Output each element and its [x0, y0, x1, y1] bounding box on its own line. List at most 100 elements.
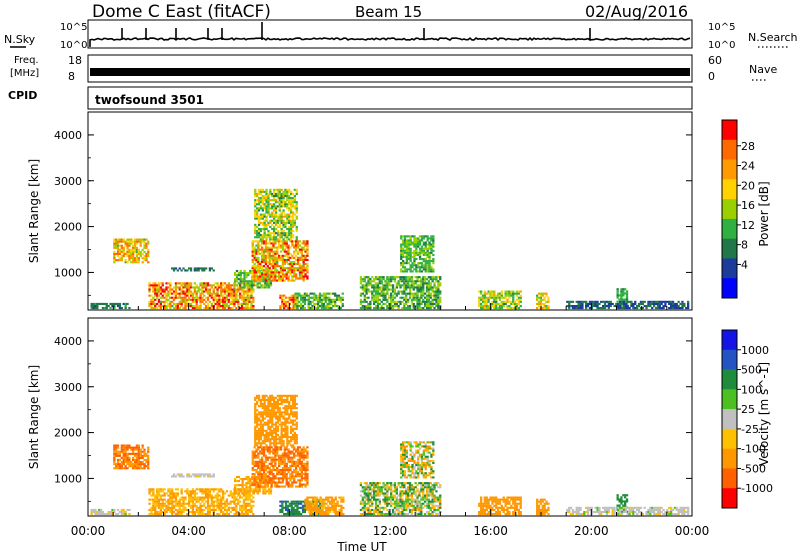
power-cell [292, 302, 295, 305]
velocity-cell [154, 504, 157, 507]
velocity-cell [223, 506, 227, 509]
velocity-cell [284, 425, 287, 428]
power-cell [257, 277, 260, 280]
velocity-cell [145, 452, 148, 455]
power-cell [418, 307, 421, 310]
power-cell [212, 298, 215, 301]
velocity-cell [274, 423, 278, 426]
velocity-cell [264, 464, 268, 467]
velocity-cell [171, 498, 174, 501]
velocity-cell [180, 475, 183, 478]
power-cell [290, 207, 293, 210]
power-cell [178, 300, 181, 303]
velocity-cell [147, 456, 150, 459]
power-cell [264, 263, 268, 266]
power-cell [261, 217, 264, 220]
power-cell [617, 305, 620, 308]
velocity-cell [293, 462, 296, 465]
velocity-cell [186, 490, 189, 493]
velocity-cell [263, 396, 266, 399]
power-cell [407, 239, 410, 242]
velocity-cell [261, 469, 264, 472]
power-cell [274, 263, 277, 266]
power-cell [278, 234, 281, 237]
velocity-cell [263, 407, 266, 410]
velocity-cell [295, 462, 298, 465]
power-cell [573, 307, 576, 310]
power-cell [339, 300, 342, 303]
power-cell [222, 296, 225, 299]
power-cell [268, 240, 271, 243]
power-cell [378, 282, 381, 285]
power-cell [256, 211, 259, 214]
velocity-cell [270, 481, 273, 484]
velocity-cell [176, 500, 179, 503]
power-cell [359, 307, 363, 310]
power-cell [439, 298, 442, 301]
power-cell [624, 305, 627, 308]
velocity-cell [90, 513, 93, 516]
power-cell [407, 262, 410, 265]
power-cell [403, 243, 407, 246]
power-cell [267, 286, 271, 289]
power-cell [171, 267, 174, 270]
power-cell [296, 261, 300, 264]
power-cell [147, 261, 150, 264]
velocity-cell [270, 483, 273, 486]
velocity-cell [255, 477, 258, 480]
power-cell [334, 305, 337, 308]
power-cell [407, 284, 410, 287]
velocity-cell [249, 482, 252, 485]
power-cell [378, 276, 381, 279]
velocity-cell [227, 502, 230, 505]
power-cell [163, 302, 166, 305]
velocity-cell [223, 508, 227, 511]
power-cell [295, 238, 298, 241]
power-cell [286, 219, 289, 222]
power-cell [261, 252, 264, 255]
velocity-cell [262, 479, 266, 482]
power-cell [286, 234, 289, 237]
velocity-cell [199, 508, 202, 511]
power-cell [415, 264, 418, 267]
velocity-cell [220, 506, 223, 509]
power-cell [176, 296, 179, 299]
power-cell [256, 232, 259, 235]
velocity-cell [116, 463, 120, 466]
velocity-cell [222, 496, 225, 499]
velocity-cell [271, 438, 274, 441]
power-cell [283, 298, 286, 301]
power-cell [253, 267, 256, 270]
power-cell [231, 292, 234, 295]
power-cell [197, 305, 200, 308]
velocity-cell [120, 444, 123, 447]
power-cell [395, 300, 398, 303]
power-cell [422, 260, 425, 263]
power-cell [105, 302, 108, 305]
velocity-cell [265, 411, 268, 414]
power-cell [212, 290, 215, 293]
power-cell [431, 298, 434, 301]
power-cell [290, 215, 293, 218]
power-cell [231, 288, 234, 291]
power-cell [268, 275, 271, 278]
velocity-cell [298, 483, 302, 486]
power-cell [306, 277, 309, 280]
velocity-cell [137, 456, 140, 459]
power-cell [424, 243, 427, 246]
velocity-cell [113, 448, 116, 451]
power-cell [242, 290, 246, 293]
power-cell [592, 305, 595, 308]
power-cell [276, 188, 280, 191]
power-cell [307, 296, 310, 299]
velocity-cell [261, 407, 264, 410]
velocity-cell [286, 394, 289, 397]
power-cell [417, 243, 420, 246]
velocity-cell [156, 500, 159, 503]
power-cell [407, 235, 410, 238]
power-cell [229, 302, 232, 305]
velocity-cell [292, 502, 295, 505]
power-cell [485, 305, 488, 308]
power-cell [677, 305, 680, 308]
velocity-cell [124, 444, 127, 447]
